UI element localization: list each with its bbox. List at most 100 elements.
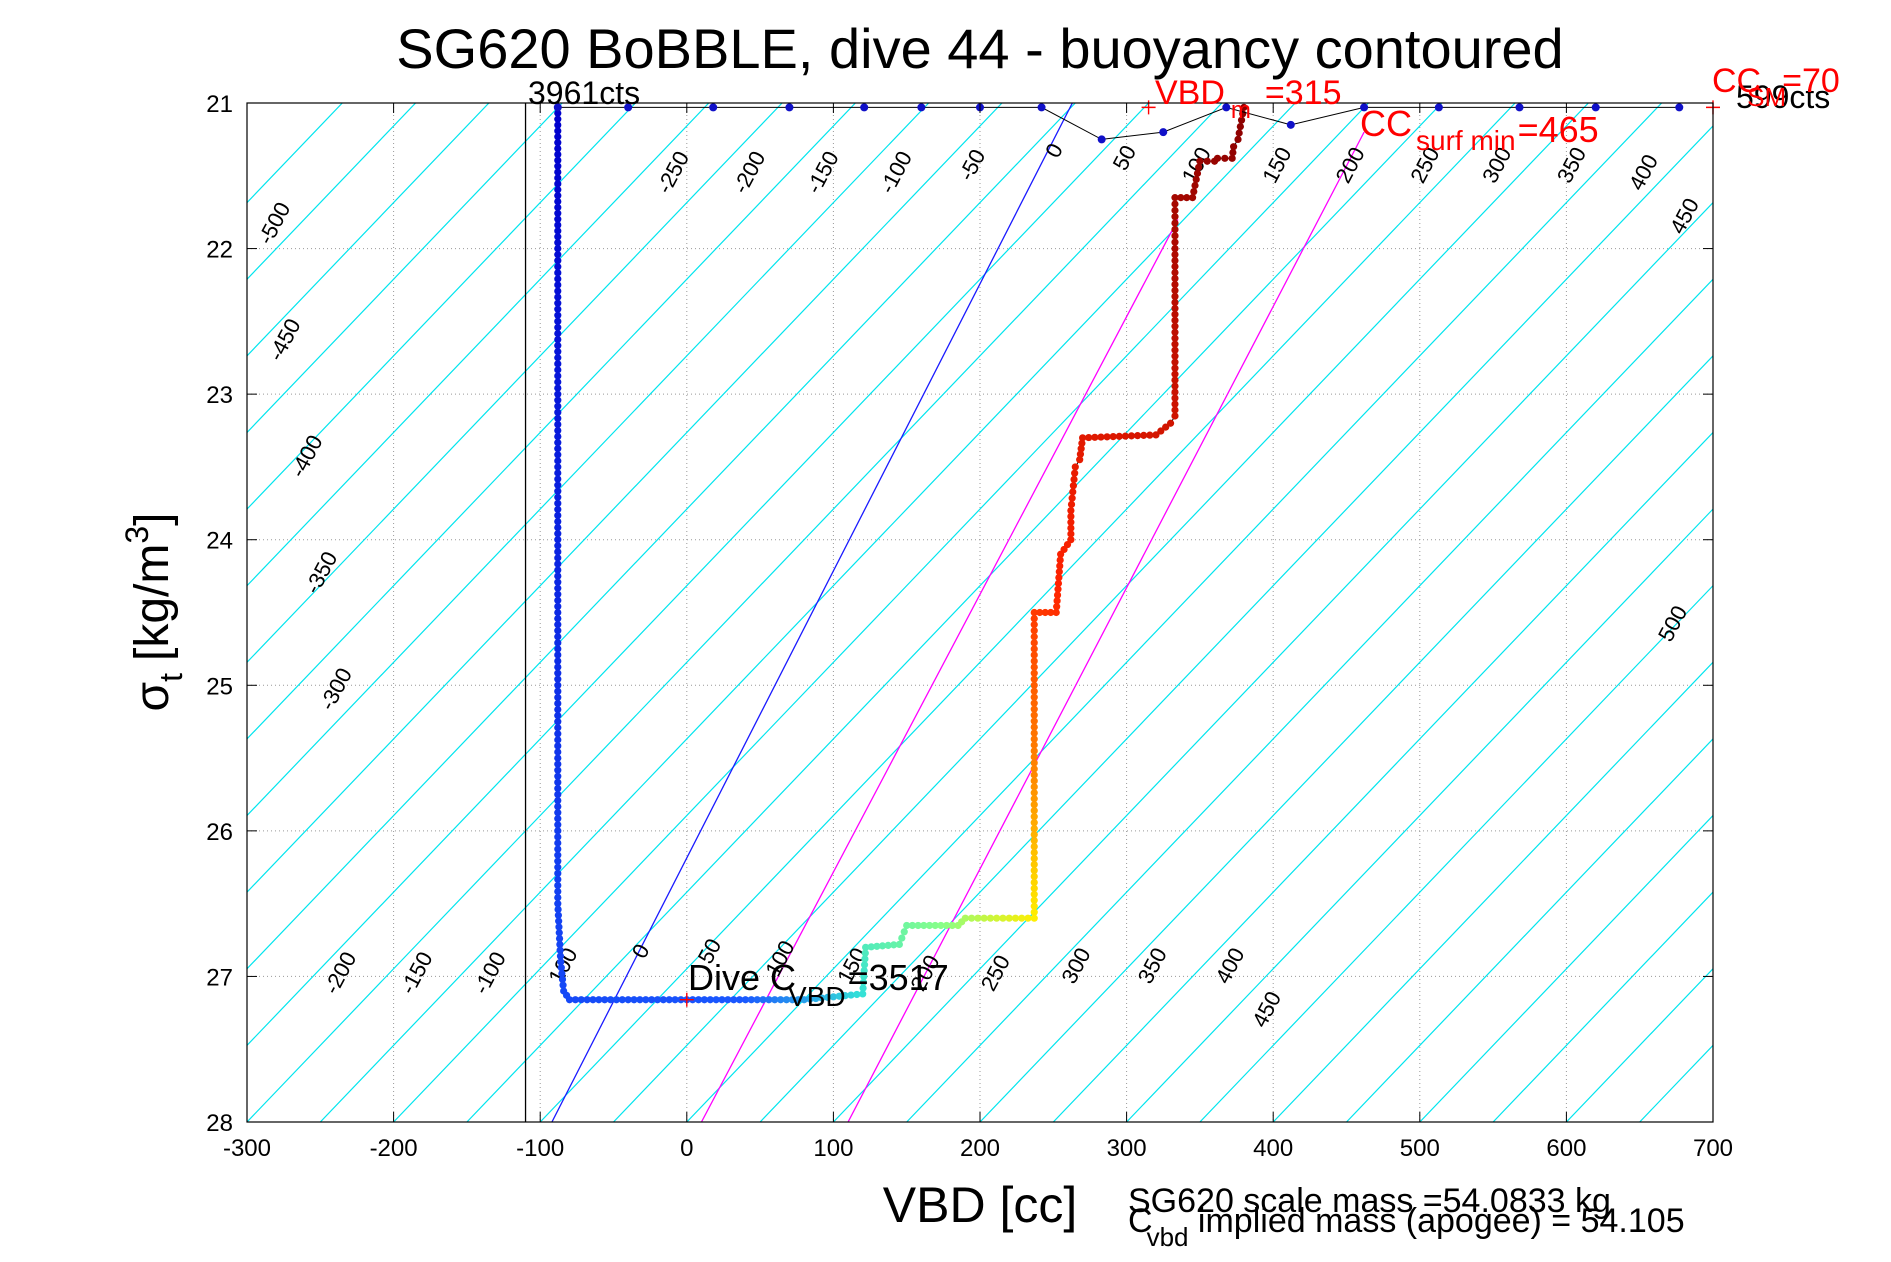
cc-sm-annotation: CCSM=70 bbox=[1712, 62, 1840, 112]
dive-point bbox=[1076, 450, 1085, 458]
dive-point bbox=[1171, 200, 1179, 208]
dive-point bbox=[937, 921, 945, 930]
dive-point bbox=[554, 602, 562, 611]
dive-point bbox=[554, 869, 562, 877]
dive-point bbox=[1103, 433, 1111, 441]
dive-point bbox=[1171, 256, 1179, 265]
dive-point bbox=[1030, 890, 1038, 898]
dive-point bbox=[1193, 169, 1202, 177]
dive-point bbox=[1157, 427, 1165, 435]
y-axis-label-unit: [kg/m bbox=[126, 544, 179, 661]
dive-point bbox=[554, 766, 562, 774]
dive-point bbox=[554, 614, 562, 623]
dive-point bbox=[1055, 573, 1063, 582]
dive-point bbox=[1071, 469, 1079, 477]
dive-point bbox=[1030, 872, 1038, 880]
implied-mass-rest: implied mass (apogee) = 54.105 bbox=[1188, 1202, 1684, 1240]
dive-point bbox=[554, 133, 562, 141]
dive-point bbox=[1229, 148, 1237, 157]
dive-point bbox=[1030, 854, 1038, 863]
implied-mass-sub: vbd bbox=[1147, 1222, 1189, 1252]
dive-point bbox=[606, 996, 615, 1004]
x-tick-label: 300 bbox=[1107, 1135, 1147, 1162]
dive-point bbox=[1030, 687, 1038, 695]
contour-line bbox=[247, 103, 710, 587]
dive-point bbox=[624, 996, 632, 1004]
dive-point bbox=[554, 687, 562, 695]
dive-point bbox=[999, 914, 1007, 922]
dive-point bbox=[794, 996, 802, 1004]
dive-point bbox=[554, 827, 562, 835]
dive-point bbox=[554, 784, 562, 792]
contour-line bbox=[1492, 891, 1713, 1122]
dive-point bbox=[554, 360, 562, 368]
dive-point bbox=[993, 914, 1001, 922]
dive-point bbox=[612, 996, 621, 1004]
dive-point bbox=[747, 996, 755, 1004]
dive-point bbox=[636, 996, 644, 1004]
dive-point bbox=[1069, 482, 1078, 490]
contour-line bbox=[686, 103, 1663, 1122]
dive-point bbox=[1171, 238, 1179, 246]
dive-point bbox=[554, 433, 562, 441]
dive-point bbox=[1078, 439, 1086, 447]
dive-point bbox=[554, 633, 562, 641]
dive-point bbox=[554, 905, 562, 914]
dive-point bbox=[1030, 651, 1038, 659]
dive-point bbox=[1030, 645, 1038, 653]
dive-point bbox=[558, 969, 566, 978]
y-axis-label: σt [kg/m3] bbox=[119, 512, 189, 711]
dive-point bbox=[948, 921, 956, 930]
surface-point bbox=[1222, 103, 1231, 112]
surface-point bbox=[1097, 135, 1106, 144]
dive-point bbox=[1047, 608, 1055, 617]
x-tick-label: -100 bbox=[516, 1135, 564, 1162]
dive-point bbox=[1041, 608, 1049, 617]
dive-point bbox=[554, 263, 562, 271]
dive-point bbox=[554, 754, 562, 762]
dive-point bbox=[1203, 157, 1211, 165]
dive-point bbox=[554, 174, 562, 182]
implied-mass-annotation: Cvbd implied mass (apogee) = 54.105 bbox=[1128, 1202, 1685, 1252]
dive-point bbox=[555, 923, 563, 931]
dive-point bbox=[961, 914, 969, 922]
dive-point bbox=[873, 942, 881, 950]
contour-line bbox=[247, 103, 1223, 1122]
dive-point bbox=[853, 990, 861, 999]
dive-point bbox=[1171, 310, 1179, 318]
vbd-sub: m bbox=[1231, 97, 1251, 124]
dive-point bbox=[1171, 412, 1179, 420]
dive-point bbox=[1030, 621, 1038, 629]
dive-point bbox=[1133, 432, 1142, 440]
dive-point bbox=[577, 996, 585, 1004]
dive-point bbox=[554, 821, 562, 829]
dive-point bbox=[1053, 591, 1062, 599]
dive-point bbox=[554, 192, 562, 200]
dive-point bbox=[1030, 753, 1038, 761]
dive-point bbox=[556, 946, 564, 954]
dive-point bbox=[968, 914, 976, 922]
dive-cvbd-annotation: Dive CVBD=3517 bbox=[688, 957, 949, 1012]
dive-point bbox=[565, 996, 574, 1004]
dive-point bbox=[1166, 419, 1175, 427]
dive-point bbox=[788, 996, 796, 1004]
dive-point bbox=[1191, 181, 1199, 190]
x-axis-ticks: -300 -200 -100 0 100 200 300 400 500 600 700 bbox=[223, 103, 1733, 1162]
dive-point bbox=[554, 809, 562, 817]
dive-point bbox=[1171, 194, 1179, 202]
dive-point bbox=[554, 329, 562, 338]
dive-point bbox=[980, 914, 988, 922]
dive-point bbox=[782, 996, 791, 1004]
dive-point bbox=[1177, 194, 1185, 202]
surface-point bbox=[785, 103, 794, 112]
cc-surf-main: CC bbox=[1360, 103, 1412, 144]
dive-point bbox=[554, 796, 562, 805]
dive-point bbox=[554, 699, 562, 708]
dive-point bbox=[554, 197, 562, 206]
dive-point bbox=[1030, 896, 1038, 904]
dive-point bbox=[554, 481, 562, 489]
contour-line bbox=[1199, 584, 1713, 1122]
dive-point bbox=[1030, 627, 1038, 635]
dive-point bbox=[806, 995, 814, 1003]
dive-point bbox=[1036, 608, 1044, 617]
